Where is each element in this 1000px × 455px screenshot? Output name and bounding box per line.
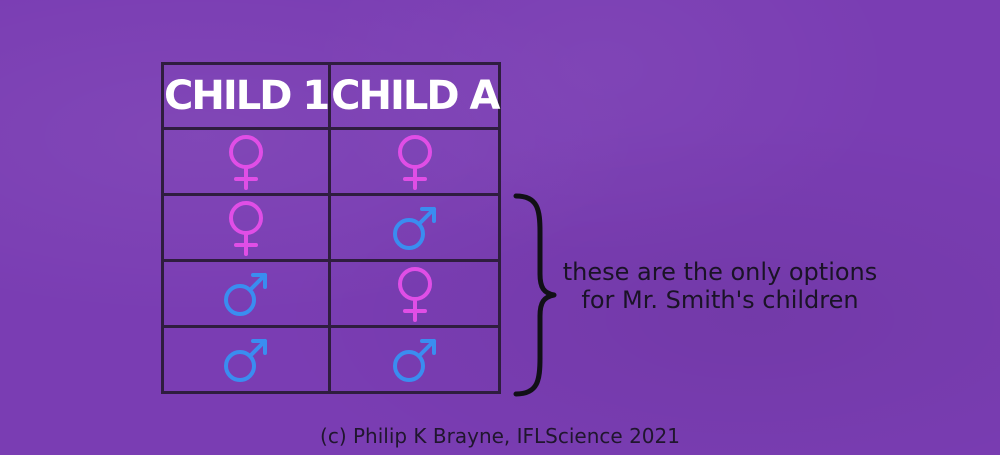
copyright-credit: (c) Philip K Brayne, IFLScience 2021 (320, 424, 680, 448)
male-symbol-icon (224, 338, 268, 382)
table-row (160, 127, 502, 196)
cell-r1-child-a (328, 127, 502, 196)
female-symbol-icon (397, 266, 432, 322)
header-child-a: CHILD A (328, 62, 502, 130)
header-child-1: CHILD 1 (160, 62, 332, 130)
cell-r2-child-1 (160, 193, 332, 262)
table-row (160, 259, 502, 328)
cell-r3-child-1 (160, 259, 332, 328)
header-row: CHILD 1 CHILD A (160, 62, 502, 130)
cell-r1-child-1 (160, 127, 332, 196)
cell-r4-child-1 (160, 325, 332, 394)
table-row (160, 193, 502, 262)
table-row (160, 325, 502, 394)
children-sex-table: CHILD 1 CHILD A (160, 62, 502, 394)
cell-r3-child-a (328, 259, 502, 328)
cell-r2-child-a (328, 193, 502, 262)
female-symbol-icon (397, 134, 432, 190)
male-symbol-icon (224, 272, 268, 316)
male-symbol-icon (392, 338, 436, 382)
annotation-text: these are the only options for Mr. Smith… (562, 258, 878, 314)
female-symbol-icon (229, 200, 264, 256)
curly-brace-icon (513, 193, 557, 397)
male-symbol-icon (392, 206, 436, 250)
female-symbol-icon (229, 134, 264, 190)
cell-r4-child-a (328, 325, 502, 394)
